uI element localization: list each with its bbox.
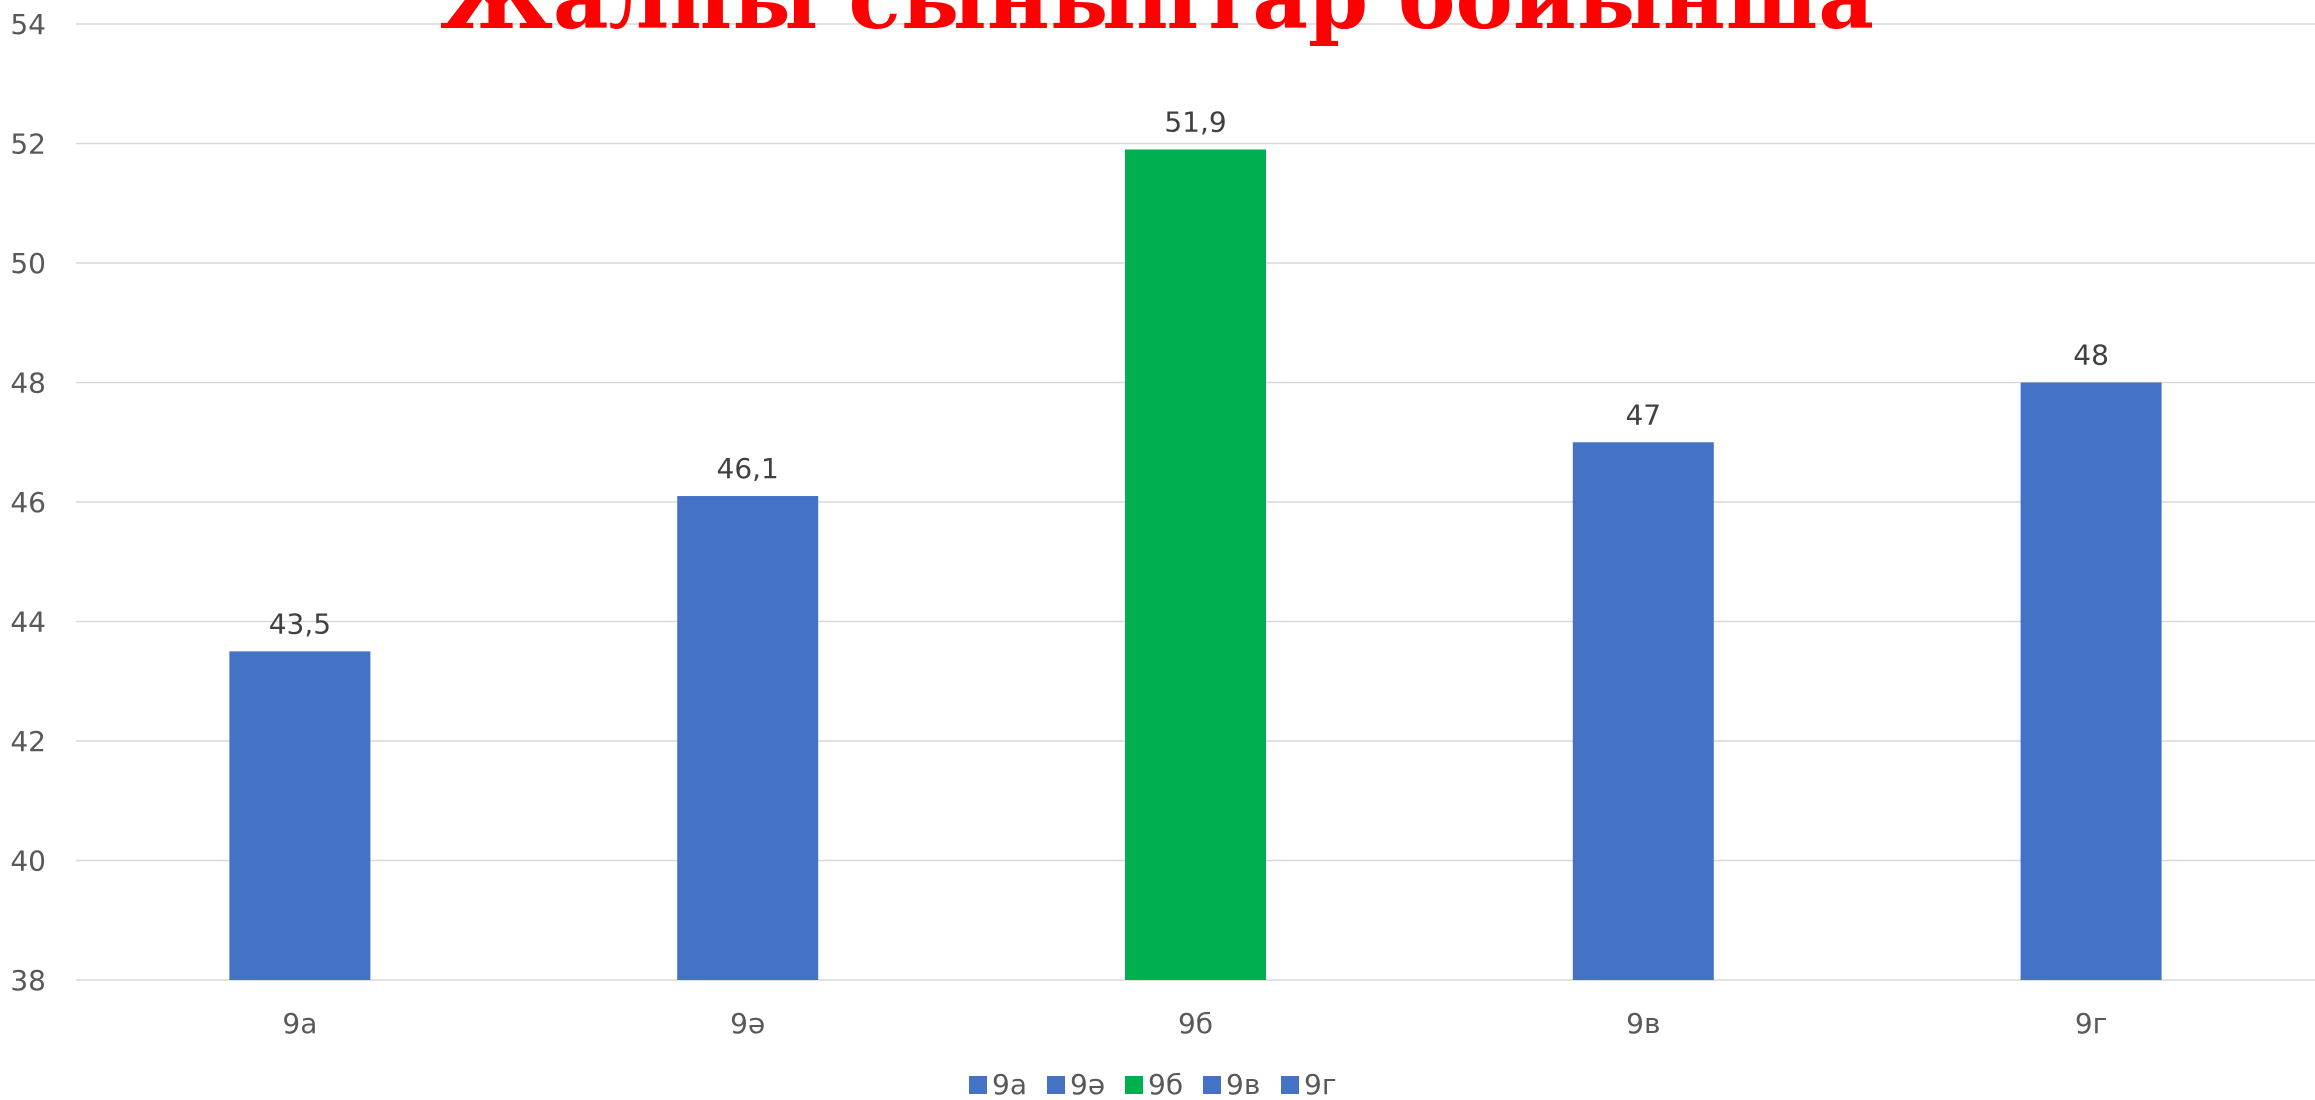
- data-labels: 43,5 46,1 51,9 47 48: [269, 105, 2109, 640]
- bars: [229, 149, 2162, 981]
- y-tick-label: 52: [10, 128, 46, 161]
- x-tick-label: 9б: [1178, 1007, 1213, 1040]
- x-axis-ticks: 9а 9ә 9б 9в 9г: [282, 1007, 2107, 1040]
- y-tick-label: 46: [10, 486, 46, 519]
- legend-swatch: [1281, 1076, 1299, 1094]
- legend-label: 9ә: [1070, 1068, 1105, 1100]
- y-tick-label: 48: [10, 367, 46, 400]
- legend-swatch: [1203, 1076, 1221, 1094]
- legend-swatch: [1125, 1076, 1143, 1094]
- bar-9г: [2020, 382, 2162, 980]
- data-label: 43,5: [269, 607, 331, 640]
- legend-label: 9г: [1304, 1068, 1337, 1100]
- y-tick-label: 40: [10, 845, 46, 878]
- data-label: 47: [1625, 398, 1661, 431]
- legend-label: 9в: [1226, 1068, 1260, 1100]
- y-tick-label: 50: [10, 247, 46, 280]
- chart-title: Жалпы сыныптар бойынша: [440, 0, 1874, 49]
- legend-swatch: [1047, 1076, 1065, 1094]
- x-tick-label: 9ә: [730, 1007, 765, 1040]
- x-tick-label: 9а: [282, 1007, 317, 1040]
- data-label: 48: [2073, 339, 2109, 372]
- data-label: 46,1: [717, 452, 779, 485]
- legend-label: 9б: [1148, 1068, 1183, 1100]
- y-tick-label: 38: [10, 964, 46, 997]
- y-tick-label: 54: [10, 8, 46, 41]
- bar-9ә: [677, 496, 819, 980]
- x-tick-label: 9г: [2075, 1007, 2108, 1040]
- bar-9б: [1125, 149, 1266, 981]
- bar-9в: [1572, 442, 1714, 980]
- y-tick-label: 42: [10, 725, 46, 758]
- y-axis-ticks: 38 40 42 44 46 48 50 52 54: [10, 8, 46, 997]
- legend-label: 9а: [992, 1068, 1027, 1100]
- data-label: 51,9: [1164, 105, 1226, 138]
- y-tick-label: 44: [10, 606, 46, 639]
- bar-9а: [229, 651, 371, 980]
- legend-swatch: [969, 1076, 987, 1094]
- x-tick-label: 9в: [1626, 1007, 1660, 1040]
- legend: 9а 9ә 9б 9в 9г: [969, 1068, 1337, 1100]
